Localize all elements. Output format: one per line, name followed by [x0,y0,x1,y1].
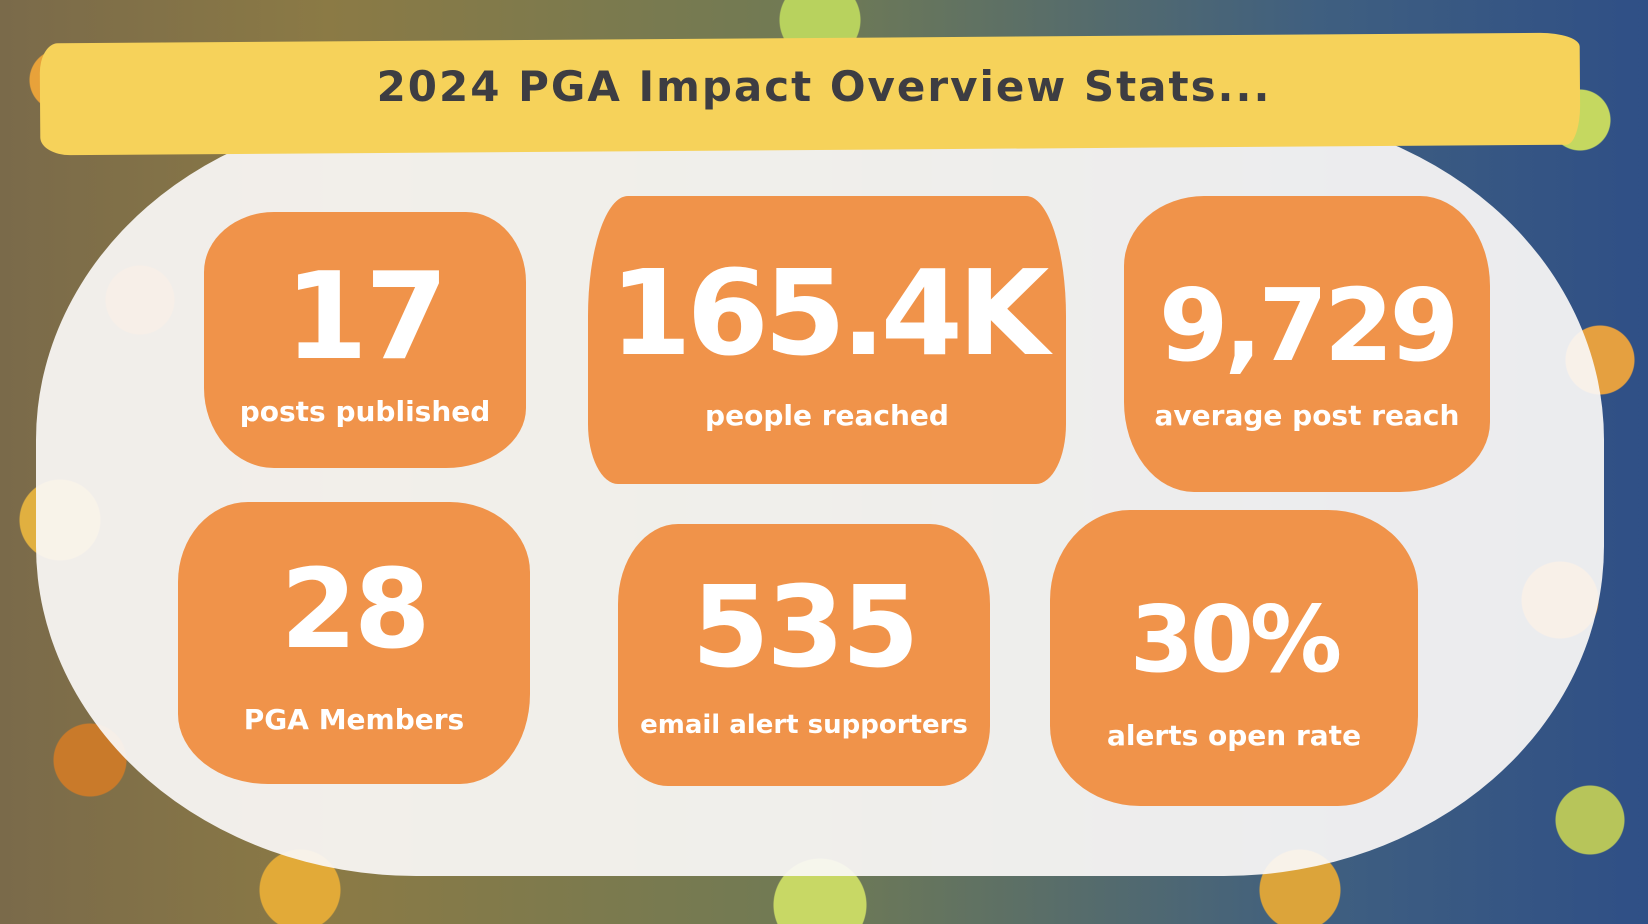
stat-card-average-post-reach: 9,729 average post reach [1124,196,1490,492]
stat-label: people reached [705,399,949,432]
stat-value: 30% [1129,586,1342,693]
stat-value: 28 [280,545,430,673]
stat-card-posts-published: 17 posts published [204,212,526,468]
stat-value: 9,729 [1158,267,1459,384]
stat-card-pga-members: 28 PGA Members [178,502,530,784]
stat-label: posts published [239,395,491,428]
stat-value: 535 [691,563,920,693]
stat-value: 165.4K [609,244,1050,382]
stat-label: alerts open rate [1106,719,1362,752]
stat-card-people-reached: 165.4K people reached [588,196,1066,484]
stat-label: email alert supporters [640,710,968,740]
page-title: 2024 PGA Impact Overview Stats... [376,62,1272,111]
stat-label: average post reach [1154,399,1460,432]
stat-card-alerts-open-rate: 30% alerts open rate [1050,510,1418,806]
stat-value: 17 [284,248,449,387]
stat-label: PGA Members [243,703,465,736]
stat-card-email-alert-supporters: 535 email alert supporters [618,524,990,786]
